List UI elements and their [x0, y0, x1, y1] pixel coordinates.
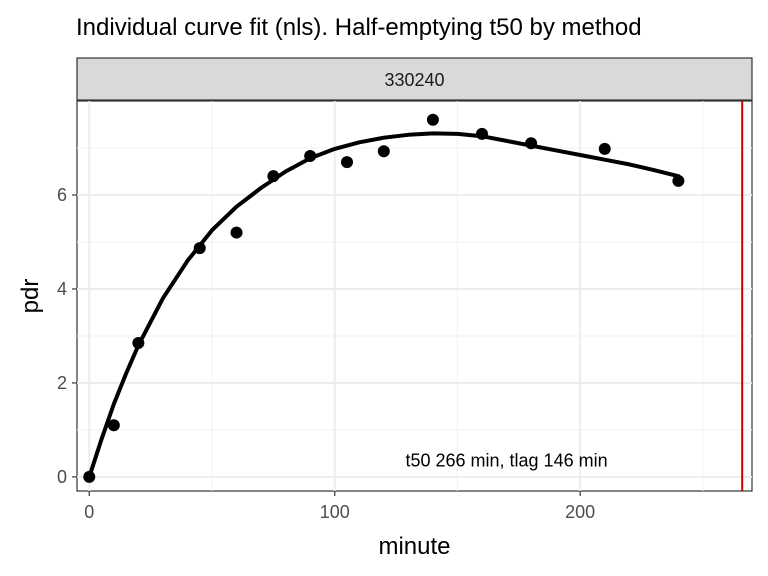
data-point [476, 127, 488, 140]
data-point [426, 113, 439, 126]
data-point [525, 137, 538, 150]
data-point [341, 156, 353, 169]
fit-curve-layer [87, 131, 681, 479]
x-tick-label: 0 [84, 502, 94, 522]
grid [77, 101, 752, 491]
data-point [230, 226, 243, 239]
data-point [377, 145, 390, 158]
data-point [304, 149, 317, 162]
data-points [83, 113, 685, 483]
x-axis-title: minute [378, 533, 450, 560]
y-tick-label: 0 [57, 467, 67, 487]
y-tick-label: 2 [57, 373, 67, 393]
data-point [672, 174, 685, 187]
data-point [598, 142, 611, 155]
axis-ticks: 0 100 200 0 2 4 6 [57, 185, 595, 522]
x-tick-label: 200 [565, 502, 595, 522]
chart-title: Individual curve fit (nls). Half-emptyin… [76, 14, 642, 41]
y-tick-label: 4 [57, 279, 67, 299]
data-point [132, 336, 145, 349]
panel-strip [76, 57, 753, 101]
data-point [107, 419, 120, 432]
panel-strip-label: 330240 [384, 70, 444, 90]
y-axis-title: pdr [17, 279, 44, 314]
data-point [267, 170, 280, 183]
y-tick-label: 6 [57, 185, 67, 205]
data-point [83, 470, 96, 483]
plot-panel [76, 100, 753, 492]
data-point [193, 242, 206, 255]
x-tick-label: 100 [320, 502, 350, 522]
annotation-text: t50 266 min, tlag 146 min [405, 450, 607, 470]
fit-curve [87, 131, 681, 479]
